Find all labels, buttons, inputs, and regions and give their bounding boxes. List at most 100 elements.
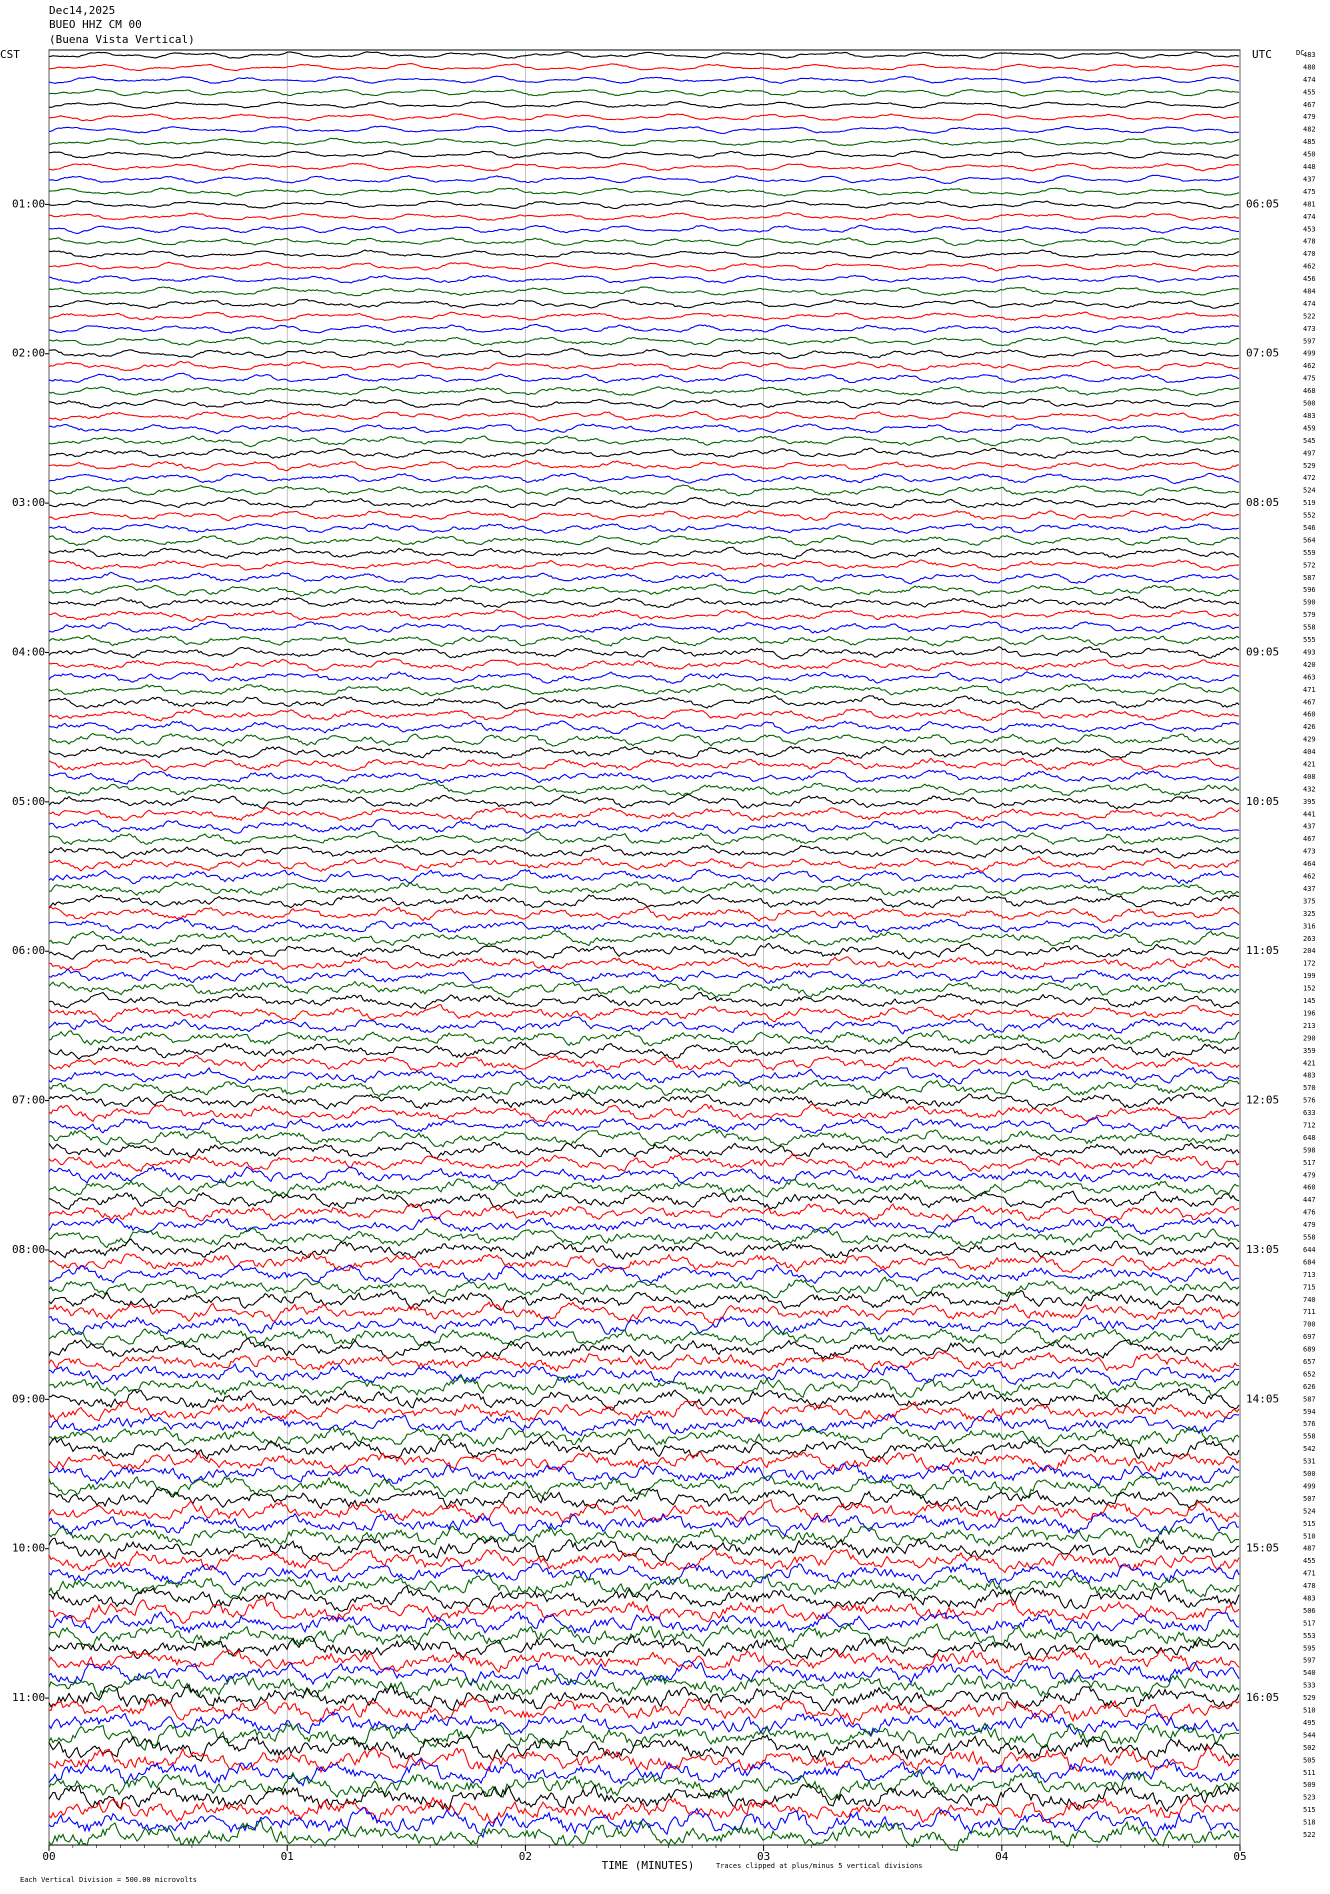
trace-count: 559	[1303, 549, 1316, 557]
trace-count: 524	[1303, 487, 1316, 495]
trace-count: 570	[1303, 1084, 1316, 1092]
trace-count: 595	[1303, 1644, 1316, 1652]
trace	[48, 1202, 1240, 1222]
trace	[48, 1030, 1240, 1047]
trace	[48, 708, 1240, 722]
trace-count: 533	[1303, 1682, 1316, 1690]
trace-count: 472	[1303, 474, 1316, 482]
x-tick-label: 03	[757, 1850, 770, 1863]
trace	[48, 1103, 1240, 1123]
trace-count: 506	[1303, 1607, 1316, 1615]
trace-count: 375	[1303, 897, 1316, 905]
x-tick-label: 02	[519, 1850, 532, 1863]
trace	[48, 634, 1240, 647]
utc-label: 06:05	[1246, 197, 1279, 210]
trace-count: 325	[1303, 910, 1316, 918]
trace	[48, 1263, 1240, 1285]
trace	[48, 162, 1240, 172]
trace	[48, 472, 1240, 485]
trace	[48, 906, 1240, 923]
trace-count: 500	[1303, 400, 1316, 408]
trace-count: 462	[1303, 263, 1316, 271]
trace	[48, 1659, 1240, 1687]
trace-count: 471	[1303, 1570, 1316, 1578]
trace-count: 475	[1303, 188, 1316, 196]
trace-count: 529	[1303, 462, 1316, 470]
trace	[48, 1435, 1240, 1463]
trace-count: 455	[1303, 1557, 1316, 1565]
trace	[48, 1757, 1240, 1787]
trace-count: 426	[1303, 723, 1316, 731]
trace	[48, 868, 1240, 885]
utc-label: 15:05	[1246, 1542, 1279, 1555]
trace	[48, 435, 1240, 448]
trace	[48, 1141, 1240, 1160]
x-tick-label: 01	[281, 1850, 294, 1863]
trace	[48, 1289, 1240, 1311]
trace-count: 657	[1303, 1358, 1316, 1366]
trace	[48, 595, 1239, 610]
trace-count: 447	[1303, 1196, 1316, 1204]
trace-count: 476	[1303, 1209, 1316, 1217]
trace	[48, 237, 1240, 247]
trace-count: 598	[1303, 1146, 1316, 1154]
trace-count: 468	[1303, 387, 1316, 395]
trace-count: 499	[1303, 1482, 1316, 1490]
trace	[49, 881, 1240, 897]
trace	[48, 1338, 1240, 1361]
trace	[48, 150, 1240, 159]
trace	[48, 1770, 1239, 1801]
trace	[48, 559, 1240, 571]
trace-count: 505	[1303, 1756, 1316, 1764]
trace	[48, 1326, 1240, 1347]
trace-count: 700	[1303, 1321, 1316, 1329]
trace	[48, 1004, 1240, 1024]
trace-count: 441	[1303, 810, 1316, 818]
trace	[48, 1116, 1240, 1135]
trace-count: 711	[1303, 1308, 1316, 1316]
trace	[48, 174, 1240, 185]
trace-count: 453	[1303, 225, 1316, 233]
trace	[48, 1253, 1240, 1274]
trace	[48, 720, 1240, 735]
utc-label: 12:05	[1246, 1094, 1279, 1107]
trace-count: 421	[1303, 1059, 1316, 1067]
trace	[48, 782, 1240, 797]
trace	[48, 1598, 1240, 1625]
trace	[48, 385, 1240, 397]
trace-count: 437	[1303, 885, 1316, 893]
trace-count: 483	[1303, 412, 1316, 420]
trace	[48, 929, 1240, 947]
trace-count: 626	[1303, 1383, 1316, 1391]
trace	[48, 571, 1240, 585]
trace-count: 500	[1303, 1470, 1316, 1478]
x-tick-label: 00	[42, 1850, 55, 1863]
trace	[48, 137, 1240, 147]
trace-count: 474	[1303, 213, 1316, 221]
trace	[48, 757, 1240, 772]
utc-label: 07:05	[1246, 347, 1279, 360]
utc-label: 10:05	[1246, 795, 1279, 808]
cst-label: 10:00	[12, 1542, 45, 1555]
trace-count: 553	[1303, 1632, 1316, 1640]
cst-label: 04:00	[12, 645, 45, 658]
trace	[48, 534, 1240, 547]
trace	[48, 447, 1240, 459]
trace	[48, 682, 1240, 697]
trace-count: 510	[1303, 1707, 1316, 1715]
trace	[48, 694, 1240, 710]
trace	[48, 261, 1240, 272]
trace	[48, 1573, 1240, 1599]
trace-count: 479	[1303, 1221, 1316, 1229]
trace	[48, 583, 1239, 597]
trace	[48, 1818, 1240, 1852]
station: BUEO HHZ CM 00	[49, 18, 142, 31]
trace-count: 518	[1303, 1819, 1316, 1827]
trace	[48, 1796, 1240, 1824]
trace-count: 515	[1303, 1520, 1316, 1528]
trace	[48, 360, 1240, 372]
trace	[48, 1673, 1240, 1699]
trace-count: 590	[1303, 599, 1316, 607]
trace-count: 517	[1303, 1159, 1316, 1167]
trace-count: 644	[1303, 1246, 1316, 1254]
